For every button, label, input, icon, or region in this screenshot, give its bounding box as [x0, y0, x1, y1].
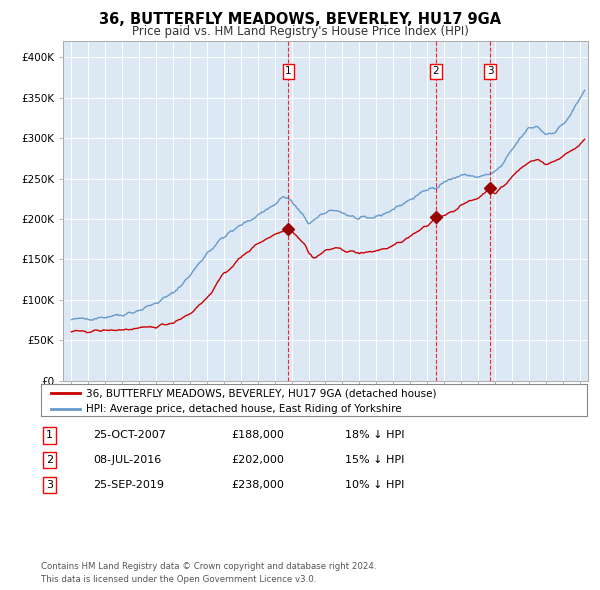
Text: 25-OCT-2007: 25-OCT-2007: [93, 431, 166, 440]
Text: 1: 1: [285, 66, 292, 76]
Text: 2: 2: [433, 66, 439, 76]
Text: 15% ↓ HPI: 15% ↓ HPI: [345, 455, 404, 465]
Text: This data is licensed under the Open Government Licence v3.0.: This data is licensed under the Open Gov…: [41, 575, 316, 584]
Text: 36, BUTTERFLY MEADOWS, BEVERLEY, HU17 9GA: 36, BUTTERFLY MEADOWS, BEVERLEY, HU17 9G…: [99, 12, 501, 27]
Text: 36, BUTTERFLY MEADOWS, BEVERLEY, HU17 9GA (detached house): 36, BUTTERFLY MEADOWS, BEVERLEY, HU17 9G…: [86, 388, 436, 398]
Text: 25-SEP-2019: 25-SEP-2019: [93, 480, 164, 490]
Text: £202,000: £202,000: [231, 455, 284, 465]
Text: Contains HM Land Registry data © Crown copyright and database right 2024.: Contains HM Land Registry data © Crown c…: [41, 562, 376, 571]
Text: 08-JUL-2016: 08-JUL-2016: [93, 455, 161, 465]
Text: 18% ↓ HPI: 18% ↓ HPI: [345, 431, 404, 440]
Text: Price paid vs. HM Land Registry's House Price Index (HPI): Price paid vs. HM Land Registry's House …: [131, 25, 469, 38]
Text: HPI: Average price, detached house, East Riding of Yorkshire: HPI: Average price, detached house, East…: [86, 404, 401, 414]
Text: £238,000: £238,000: [231, 480, 284, 490]
Text: 10% ↓ HPI: 10% ↓ HPI: [345, 480, 404, 490]
Text: 3: 3: [46, 480, 53, 490]
Text: 1: 1: [46, 431, 53, 440]
Text: 2: 2: [46, 455, 53, 465]
Text: £188,000: £188,000: [231, 431, 284, 440]
Text: 3: 3: [487, 66, 494, 76]
